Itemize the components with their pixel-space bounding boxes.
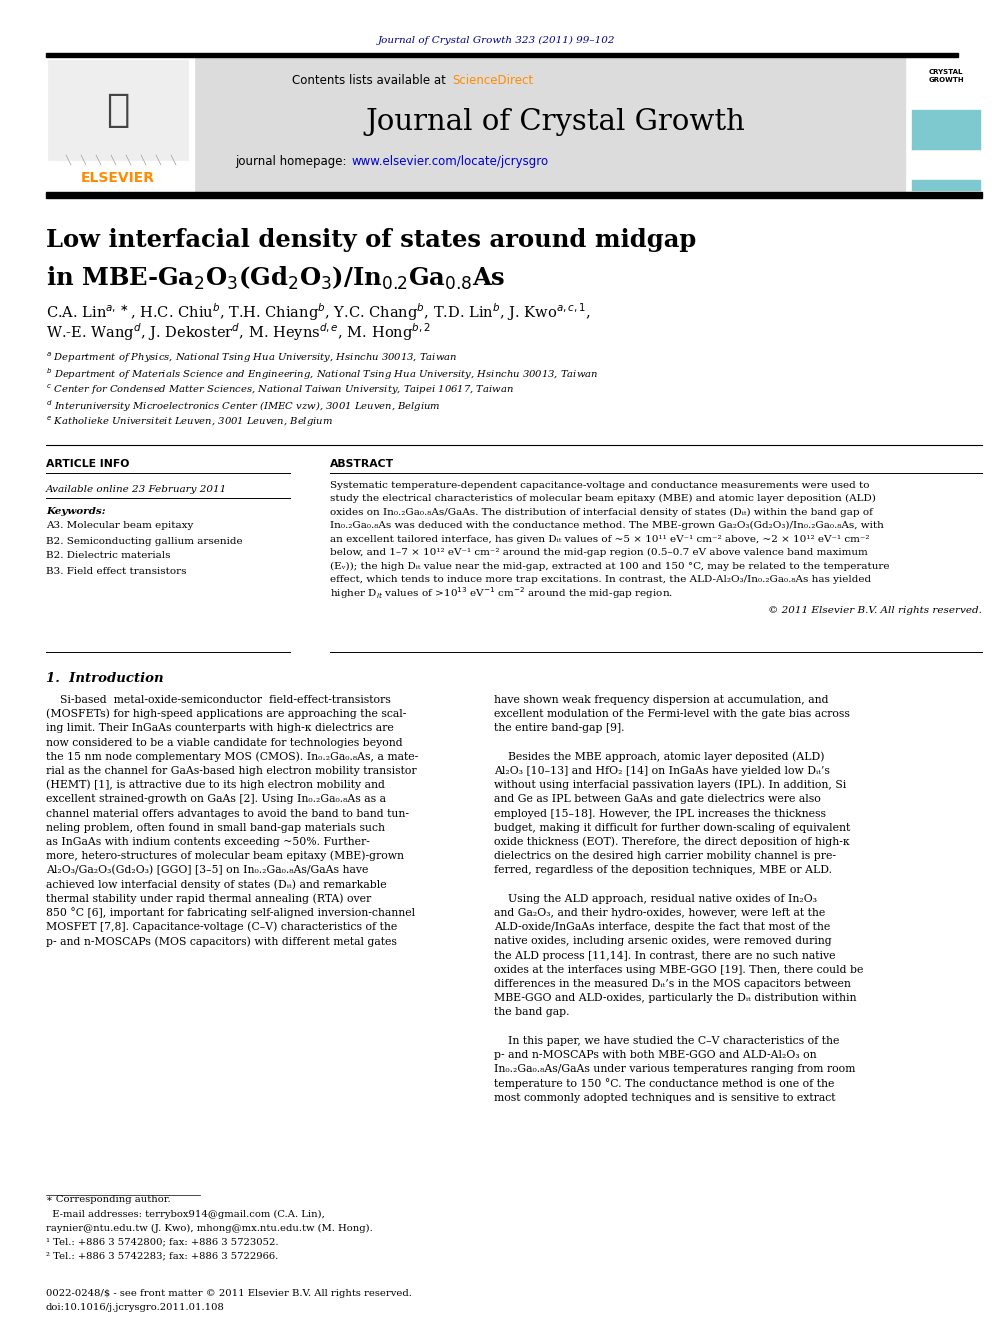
Text: Low interfacial density of states around midgap: Low interfacial density of states around…: [46, 228, 696, 251]
Text: ELSEVIER: ELSEVIER: [81, 171, 155, 185]
Text: ² Tel.: +886 3 5742283; fax: +886 3 5722966.: ² Tel.: +886 3 5742283; fax: +886 3 5722…: [46, 1252, 278, 1261]
Bar: [912, 180, 980, 191]
Text: ing limit. Their InGaAs counterparts with high-κ dielectrics are: ing limit. Their InGaAs counterparts wit…: [46, 724, 394, 733]
Text: channel material offers advantages to avoid the band to band tun-: channel material offers advantages to av…: [46, 808, 409, 819]
Text: oxide thickness (EOT). Therefore, the direct deposition of high-κ: oxide thickness (EOT). Therefore, the di…: [494, 836, 850, 847]
Text: $^d$ Interuniversity Microelectronics Center (IMEC vzw), 3001 Leuven, Belgium: $^d$ Interuniversity Microelectronics Ce…: [46, 398, 440, 414]
Text: study the electrical characteristics of molecular beam epitaxy (MBE) and atomic : study the electrical characteristics of …: [330, 493, 876, 503]
Text: 850 °C [6], important for fabricating self-aligned inversion-channel: 850 °C [6], important for fabricating se…: [46, 908, 415, 918]
Text: employed [15–18]. However, the IPL increases the thickness: employed [15–18]. However, the IPL incre…: [494, 808, 826, 819]
Text: $^b$ Department of Materials Science and Engineering, National Tsing Hua Univers: $^b$ Department of Materials Science and…: [46, 366, 598, 382]
Text: ABSTRACT: ABSTRACT: [330, 459, 394, 468]
Text: ¹ Tel.: +886 3 5742800; fax: +886 3 5723052.: ¹ Tel.: +886 3 5742800; fax: +886 3 5723…: [46, 1237, 279, 1246]
Text: differences in the measured Dᵢₜ’s in the MOS capacitors between: differences in the measured Dᵢₜ’s in the…: [494, 979, 851, 990]
Text: MBE-GGO and ALD-oxides, particularly the Dᵢₜ distribution within: MBE-GGO and ALD-oxides, particularly the…: [494, 994, 856, 1003]
Bar: [46, 192, 982, 198]
Text: without using interfacial passivation layers (IPL). In addition, Si: without using interfacial passivation la…: [494, 781, 846, 790]
Text: raynier@ntu.edu.tw (J. Kwo), mhong@mx.ntu.edu.tw (M. Hong).: raynier@ntu.edu.tw (J. Kwo), mhong@mx.nt…: [46, 1224, 373, 1233]
Bar: [912, 149, 980, 180]
Text: more, hetero-structures of molecular beam epitaxy (MBE)-grown: more, hetero-structures of molecular bea…: [46, 851, 404, 861]
Text: p- and n-MOSCAPs with both MBE-GGO and ALD-Al₂O₃ on: p- and n-MOSCAPs with both MBE-GGO and A…: [494, 1050, 816, 1060]
Text: dielectrics on the desired high carrier mobility channel is pre-: dielectrics on the desired high carrier …: [494, 851, 836, 861]
Text: effect, which tends to induce more trap excitations. In contrast, the ALD-Al₂O₃/: effect, which tends to induce more trap …: [330, 576, 871, 583]
Bar: [912, 60, 980, 110]
Text: Journal of Crystal Growth: Journal of Crystal Growth: [365, 108, 745, 136]
Text: Si-based  metal-oxide-semiconductor  field-effect-transistors: Si-based metal-oxide-semiconductor field…: [46, 695, 391, 705]
Text: higher D$_{it}$ values of >10$^{13}$ eV$^{-1}$ cm$^{-2}$ around the mid-gap regi: higher D$_{it}$ values of >10$^{13}$ eV$…: [330, 585, 674, 601]
Text: © 2011 Elsevier B.V. All rights reserved.: © 2011 Elsevier B.V. All rights reserved…: [768, 606, 982, 615]
Text: ALD-oxide/InGaAs interface, despite the fact that most of the: ALD-oxide/InGaAs interface, despite the …: [494, 922, 830, 933]
Text: excellent modulation of the Fermi-level with the gate bias across: excellent modulation of the Fermi-level …: [494, 709, 850, 720]
Text: E-mail addresses: terrybox914@gmail.com (C.A. Lin),: E-mail addresses: terrybox914@gmail.com …: [46, 1209, 324, 1218]
Text: below, and 1–7 × 10¹² eV⁻¹ cm⁻² around the mid-gap region (0.5–0.7 eV above vale: below, and 1–7 × 10¹² eV⁻¹ cm⁻² around t…: [330, 548, 868, 557]
Text: Contents lists available at: Contents lists available at: [293, 74, 450, 86]
Text: B2. Dielectric materials: B2. Dielectric materials: [46, 552, 171, 561]
Text: www.elsevier.com/locate/jcrysgro: www.elsevier.com/locate/jcrysgro: [352, 156, 550, 168]
Text: thermal stability under rapid thermal annealing (RTA) over: thermal stability under rapid thermal an…: [46, 893, 371, 904]
Text: temperature to 150 °C. The conductance method is one of the: temperature to 150 °C. The conductance m…: [494, 1078, 834, 1089]
Text: the band gap.: the band gap.: [494, 1007, 569, 1017]
Text: Using the ALD approach, residual native oxides of In₂O₃: Using the ALD approach, residual native …: [494, 894, 817, 904]
Text: B3. Field effect transistors: B3. Field effect transistors: [46, 566, 186, 576]
Text: (HEMT) [1], is attractive due to its high electron mobility and: (HEMT) [1], is attractive due to its hig…: [46, 781, 385, 790]
Text: oxides at the interfaces using MBE-GGO [19]. Then, there could be: oxides at the interfaces using MBE-GGO […: [494, 964, 863, 975]
Text: Besides the MBE approach, atomic layer deposited (ALD): Besides the MBE approach, atomic layer d…: [494, 751, 824, 762]
Text: Journal of Crystal Growth 323 (2011) 99–102: Journal of Crystal Growth 323 (2011) 99–…: [377, 36, 615, 45]
Bar: [46, 57, 194, 192]
Text: Keywords:: Keywords:: [46, 508, 105, 516]
Text: and Ga₂O₃, and their hydro-oxides, however, were left at the: and Ga₂O₃, and their hydro-oxides, howev…: [494, 908, 825, 918]
Text: the entire band-gap [9].: the entire band-gap [9].: [494, 724, 625, 733]
Text: ferred, regardless of the deposition techniques, MBE or ALD.: ferred, regardless of the deposition tec…: [494, 865, 832, 876]
Text: the ALD process [11,14]. In contrast, there are no such native: the ALD process [11,14]. In contrast, th…: [494, 951, 835, 960]
Text: in MBE-Ga$_2$O$_3$(Gd$_2$O$_3$)/In$_{0.2}$Ga$_{0.8}$As: in MBE-Ga$_2$O$_3$(Gd$_2$O$_3$)/In$_{0.2…: [46, 265, 506, 291]
Text: A3. Molecular beam epitaxy: A3. Molecular beam epitaxy: [46, 521, 193, 531]
Text: GROWTH: GROWTH: [929, 77, 964, 83]
Text: Systematic temperature-dependent capacitance-voltage and conductance measurement: Systematic temperature-dependent capacit…: [330, 480, 870, 490]
Text: rial as the channel for GaAs-based high electron mobility transistor: rial as the channel for GaAs-based high …: [46, 766, 417, 777]
Text: as InGaAs with indium contents exceeding ~50%. Further-: as InGaAs with indium contents exceeding…: [46, 837, 370, 847]
Bar: [910, 57, 982, 192]
Bar: [195, 57, 905, 192]
Text: oxides on In₀.₂Ga₀.₈As/GaAs. The distribution of interfacial density of states (: oxides on In₀.₂Ga₀.₈As/GaAs. The distrib…: [330, 508, 873, 516]
Text: (MOSFETs) for high-speed applications are approaching the scal-: (MOSFETs) for high-speed applications ar…: [46, 709, 407, 720]
Text: B2. Semiconducting gallium arsenide: B2. Semiconducting gallium arsenide: [46, 537, 243, 545]
Text: ScienceDirect: ScienceDirect: [452, 74, 533, 86]
Text: ∗ Corresponding author.: ∗ Corresponding author.: [46, 1196, 171, 1204]
Text: most commonly adopted techniques and is sensitive to extract: most commonly adopted techniques and is …: [494, 1093, 835, 1102]
Text: $^e$ Katholieke Universiteit Leuven, 3001 Leuven, Belgium: $^e$ Katholieke Universiteit Leuven, 300…: [46, 415, 333, 429]
Text: $^a$ Department of Physics, National Tsing Hua University, Hsinchu 30013, Taiwan: $^a$ Department of Physics, National Tsi…: [46, 351, 457, 365]
Text: budget, making it difficult for further down-scaling of equivalent: budget, making it difficult for further …: [494, 823, 850, 832]
Bar: [48, 60, 188, 160]
Text: ARTICLE INFO: ARTICLE INFO: [46, 459, 129, 468]
Text: In this paper, we have studied the C–V characteristics of the: In this paper, we have studied the C–V c…: [494, 1036, 839, 1045]
Text: $^c$ Center for Condensed Matter Sciences, National Taiwan University, Taipei 10: $^c$ Center for Condensed Matter Science…: [46, 382, 514, 397]
Text: In₀.₂Ga₀.₈As was deduced with the conductance method. The MBE-grown Ga₂O₃(Gd₂O₃): In₀.₂Ga₀.₈As was deduced with the conduc…: [330, 521, 884, 531]
Text: C.A. Lin$^{a,\ast}$, H.C. Chiu$^{b}$, T.H. Chiang$^{b}$, Y.C. Chang$^{b}$, T.D. : C.A. Lin$^{a,\ast}$, H.C. Chiu$^{b}$, T.…: [46, 302, 591, 323]
Text: neling problem, often found in small band-gap materials such: neling problem, often found in small ban…: [46, 823, 385, 832]
Bar: [46, 53, 958, 57]
Text: doi:10.1016/j.jcrysgro.2011.01.108: doi:10.1016/j.jcrysgro.2011.01.108: [46, 1303, 225, 1312]
Text: the 15 nm node complementary MOS (CMOS). In₀.₂Ga₀.₈As, a mate-: the 15 nm node complementary MOS (CMOS).…: [46, 751, 419, 762]
Text: achieved low interfacial density of states (Dᵢₜ) and remarkable: achieved low interfacial density of stat…: [46, 880, 387, 890]
Text: p- and n-MOSCAPs (MOS capacitors) with different metal gates: p- and n-MOSCAPs (MOS capacitors) with d…: [46, 937, 397, 947]
Text: W.-E. Wang$^{d}$, J. Dekoster$^{d}$, M. Heyns$^{d,e}$, M. Hong$^{b,2}$: W.-E. Wang$^{d}$, J. Dekoster$^{d}$, M. …: [46, 321, 431, 343]
Text: Al₂O₃ [10–13] and HfO₂ [14] on InGaAs have yielded low Dᵢₜ’s: Al₂O₃ [10–13] and HfO₂ [14] on InGaAs ha…: [494, 766, 830, 777]
Text: CRYSTAL: CRYSTAL: [929, 69, 963, 75]
Text: Available online 23 February 2011: Available online 23 February 2011: [46, 484, 227, 493]
Text: now considered to be a viable candidate for technologies beyond: now considered to be a viable candidate …: [46, 738, 403, 747]
Text: MOSFET [7,8]. Capacitance-voltage (C–V) characteristics of the: MOSFET [7,8]. Capacitance-voltage (C–V) …: [46, 922, 397, 933]
Text: In₀.₂Ga₀.₈As/GaAs under various temperatures ranging from room: In₀.₂Ga₀.₈As/GaAs under various temperat…: [494, 1064, 855, 1074]
Text: and Ge as IPL between GaAs and gate dielectrics were also: and Ge as IPL between GaAs and gate diel…: [494, 794, 820, 804]
Text: 🌿: 🌿: [106, 91, 130, 130]
Text: 1.  Introduction: 1. Introduction: [46, 672, 164, 684]
Text: excellent strained-growth on GaAs [2]. Using In₀.₂Ga₀.₈As as a: excellent strained-growth on GaAs [2]. U…: [46, 794, 386, 804]
Text: an excellent tailored interface, has given Dᵢₜ values of ~5 × 10¹¹ eV⁻¹ cm⁻² abo: an excellent tailored interface, has giv…: [330, 534, 870, 544]
Text: (Eᵥ)); the high Dᵢₜ value near the mid-gap, extracted at 100 and 150 °C, may be : (Eᵥ)); the high Dᵢₜ value near the mid-g…: [330, 561, 890, 570]
Text: Al₂O₃/Ga₂O₃(Gd₂O₃) [GGO] [3–5] on In₀.₂Ga₀.₈As/GaAs have: Al₂O₃/Ga₂O₃(Gd₂O₃) [GGO] [3–5] on In₀.₂G…: [46, 865, 368, 876]
Text: have shown weak frequency dispersion at accumulation, and: have shown weak frequency dispersion at …: [494, 695, 828, 705]
Text: journal homepage:: journal homepage:: [235, 156, 350, 168]
Text: 0022-0248/$ - see front matter © 2011 Elsevier B.V. All rights reserved.: 0022-0248/$ - see front matter © 2011 El…: [46, 1290, 412, 1298]
Text: native oxides, including arsenic oxides, were removed during: native oxides, including arsenic oxides,…: [494, 937, 831, 946]
Bar: [912, 110, 980, 149]
